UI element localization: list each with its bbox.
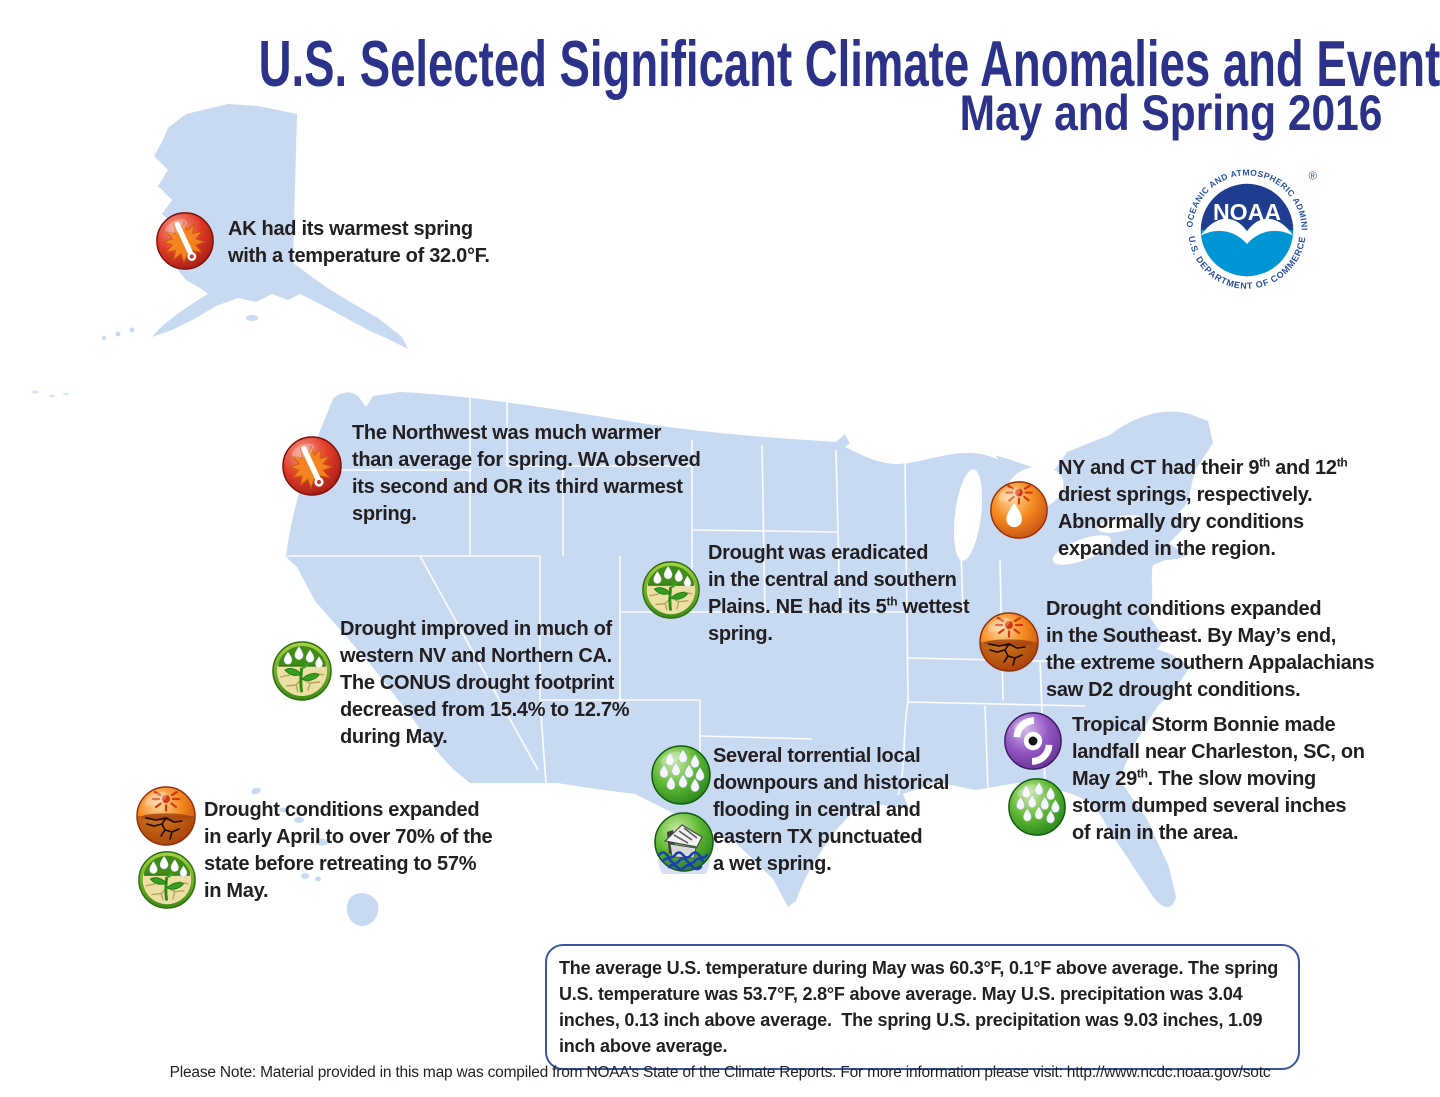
dry-conditions-icon [988,479,1050,541]
callout-northwest: The Northwest was much warmer than avera… [352,422,701,525]
page-title: U.S. Selected Significant Climate Anomal… [258,27,1440,100]
noaa-logo: NOAA NATIONAL OCEANIC AND ATMOSPHERIC AD… [1163,146,1331,314]
drought-improvement-icon [640,559,702,621]
flood-icon [652,810,716,874]
page-subtitle: May and Spring 2016 [959,85,1382,141]
noaa-logo-icon: NOAA NATIONAL OCEANIC AND ATMOSPHERIC AD… [1163,146,1318,291]
noaa-acronym: NOAA [1213,199,1281,225]
callout-hawaii: Drought conditions expanded in early Apr… [204,799,493,902]
registered-mark: ® [1309,171,1318,183]
callout-nv-ca: Drought improved in much of western NV a… [340,618,630,748]
callout-texas: Several torrential local downpours and h… [713,745,950,875]
summary-box: The average U.S. temperature during May … [545,944,1300,1070]
callout-alaska: AK had its warmest spring with a tempera… [228,218,490,267]
drought-icon [977,610,1041,674]
footer-note: Please Note: Material provided in this m… [169,1064,1271,1081]
warm-thermometer-icon [280,434,344,498]
map-hawaii [251,787,379,927]
callout-bonnie: Tropical Storm Bonnie made landfall near… [1072,714,1365,844]
drought-icon [134,784,198,848]
hurricane-icon [1002,710,1064,772]
long-island [1156,551,1188,561]
map-alaska [31,104,408,398]
warm-thermometer-icon [154,210,216,272]
rain-icon [1006,776,1068,838]
rain-icon [649,743,713,807]
page-title-wrap: U.S. Selected Significant Climate Anomal… [0,26,1440,101]
callout-southeast: Drought conditions expanded in the South… [1046,598,1375,701]
callout-ny-ct: NY and CT had their 9th and 12th driest … [1058,455,1348,560]
callout-plains: Drought was eradicated in the central an… [708,542,970,645]
drought-improvement-icon [136,849,198,911]
drought-improvement-icon [270,639,334,703]
